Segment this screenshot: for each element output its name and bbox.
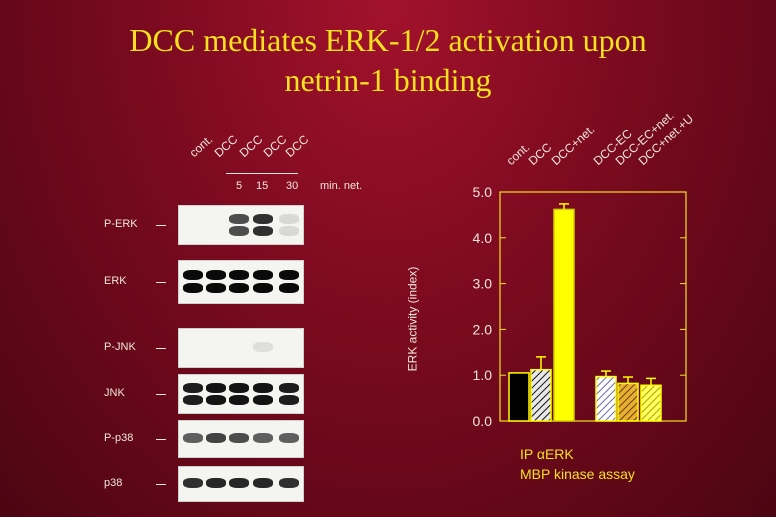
y-tick-label: 3.0 xyxy=(473,276,493,292)
blot-row-label: ERK xyxy=(104,275,127,287)
blot-band xyxy=(253,394,273,405)
blot-row-tick xyxy=(156,394,166,395)
y-tick-label: 4.0 xyxy=(473,230,493,246)
blot-band xyxy=(229,478,249,489)
caption-line-2: MBP kinase assay xyxy=(520,466,635,482)
blot-band xyxy=(183,283,203,294)
bar-2 xyxy=(530,368,552,422)
blot-band xyxy=(229,270,249,281)
blot-strip xyxy=(178,420,304,458)
blot-band xyxy=(206,394,226,405)
blot-row-label: P-p38 xyxy=(104,432,134,444)
blot-row-tick xyxy=(156,282,166,283)
blot-band xyxy=(253,225,273,236)
blot-row-tick xyxy=(156,484,166,485)
title-line-1: DCC mediates ERK-1/2 activation upon xyxy=(129,22,647,58)
blot-row-label: P-ERK xyxy=(104,218,138,230)
time-unit-label: min. net. xyxy=(320,180,363,192)
blot-strip xyxy=(178,328,304,368)
blot-band xyxy=(229,283,249,294)
blot-band xyxy=(253,382,273,393)
blot-row-label: p38 xyxy=(104,477,123,489)
blot-band xyxy=(229,433,249,444)
y-tick-label: 0.0 xyxy=(473,413,493,429)
blot-band xyxy=(253,213,273,224)
blot-band xyxy=(183,270,203,281)
y-tick-label: 2.0 xyxy=(473,321,493,337)
blot-band xyxy=(279,382,299,393)
blot-band xyxy=(253,433,273,444)
bar-5 xyxy=(617,382,639,422)
blot-band xyxy=(253,270,273,281)
blot-band xyxy=(183,478,203,489)
blot-band xyxy=(229,394,249,405)
blot-band xyxy=(229,213,249,224)
bar-6 xyxy=(640,384,662,422)
time-bracket-line xyxy=(226,173,298,174)
blot-strip xyxy=(178,466,304,502)
blot-row-label: JNK xyxy=(104,387,125,399)
blot-band xyxy=(206,433,226,444)
blot-band xyxy=(229,382,249,393)
y-tick-label: 5.0 xyxy=(473,184,493,200)
blot-band xyxy=(183,433,203,444)
blot-band xyxy=(206,478,226,489)
blot-band xyxy=(279,394,299,405)
blot-band xyxy=(279,433,299,444)
y-axis-label: ERK activity (index) xyxy=(405,266,420,372)
blot-band xyxy=(229,225,249,236)
blot-row-label: P-JNK xyxy=(104,341,136,353)
time-label-15: 15 xyxy=(256,180,269,192)
caption-line-1: IP αERK xyxy=(520,446,574,462)
blot-band xyxy=(279,478,299,489)
y-tick-label: 1.0 xyxy=(473,367,493,383)
chart-axis-frame xyxy=(499,191,687,422)
blot-strip xyxy=(178,205,304,245)
blot-band xyxy=(253,478,273,489)
blot-band xyxy=(206,270,226,281)
blot-row-tick xyxy=(156,225,166,226)
blot-row-tick xyxy=(156,439,166,440)
time-label-5: 5 xyxy=(236,180,243,192)
blot-band xyxy=(279,225,299,236)
slide-title: DCC mediates ERK-1/2 activation upon net… xyxy=(0,20,776,100)
blot-band xyxy=(183,394,203,405)
blot-band xyxy=(279,213,299,224)
blot-band xyxy=(183,382,203,393)
blot-band xyxy=(279,283,299,294)
bar-1 xyxy=(508,372,530,422)
time-label-30: 30 xyxy=(286,180,299,192)
blot-band xyxy=(279,270,299,281)
blot-band xyxy=(253,342,273,352)
blot-band xyxy=(253,283,273,294)
bar-4 xyxy=(595,375,617,422)
blot-band xyxy=(206,283,226,294)
blot-strip xyxy=(178,374,304,414)
bar-3 xyxy=(553,208,575,422)
blot-strip xyxy=(178,260,304,304)
title-line-2: netrin-1 binding xyxy=(284,62,492,98)
blot-row-tick xyxy=(156,348,166,349)
blot-band xyxy=(206,382,226,393)
